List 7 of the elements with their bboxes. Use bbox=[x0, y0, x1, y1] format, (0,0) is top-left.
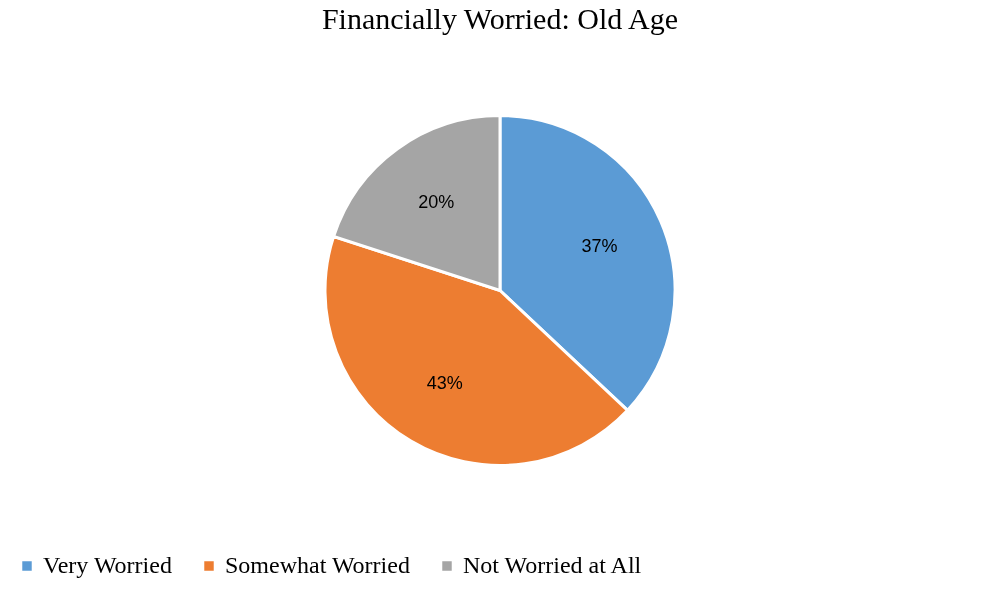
chart-title: Financially Worried: Old Age bbox=[321, 2, 679, 35]
legend-label: Not Worried at All bbox=[463, 552, 642, 578]
data-label: 20% bbox=[418, 191, 455, 212]
legend-label: Very Worried bbox=[43, 552, 172, 578]
legend-label: Somewhat Worried bbox=[225, 552, 410, 578]
data-label: 43% bbox=[426, 372, 463, 393]
data-label: 37% bbox=[581, 236, 618, 257]
